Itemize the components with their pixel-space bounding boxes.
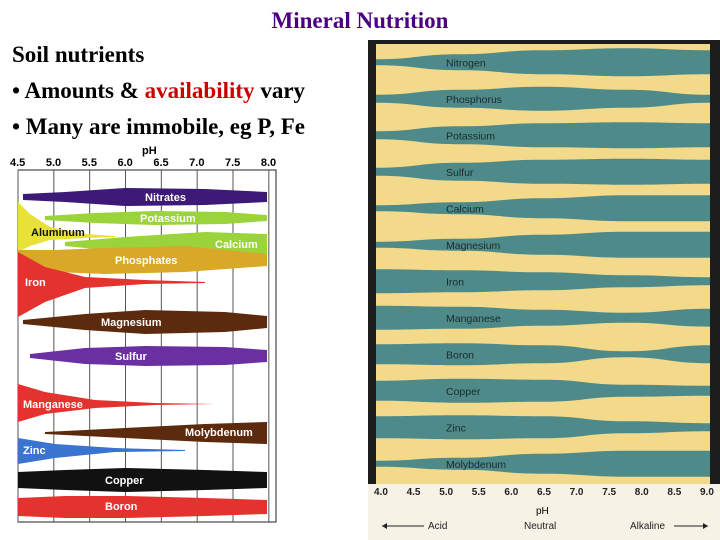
right-band-label-potassium: Potassium — [446, 130, 495, 142]
left-band-zinc — [18, 438, 185, 464]
left-tick-label: 4.5 — [10, 157, 25, 169]
left-band-label-magnesium: Magnesium — [101, 317, 162, 329]
right-tick-label: 4.5 — [407, 487, 421, 498]
left-band-sulfur — [30, 346, 267, 366]
right-tick-label: 5.5 — [472, 487, 486, 498]
right-scale-label-acid: Acid — [428, 521, 447, 532]
right-band-label-copper: Copper — [446, 386, 481, 398]
right-band-label-phosphorus: Phosphorus — [446, 94, 502, 106]
right-band-phosphorus — [376, 86, 710, 111]
left-tick-label: 8.0 — [261, 157, 276, 169]
right-tick-label: 9.0 — [700, 487, 714, 498]
left-band-label-phosphates: Phosphates — [115, 255, 177, 267]
right-availability-diagram: Nitrogen Phosphorus Potassium Sulfur Calcium… — [368, 40, 720, 540]
right-band-label-magnesium: Magnesium — [446, 240, 501, 252]
left-band-nitrates — [23, 188, 267, 206]
left-band-label-manganese: Manganese — [23, 399, 83, 411]
right-plot-area — [376, 44, 710, 484]
right-tick-label: 5.0 — [439, 487, 453, 498]
right-scale-label-alkaline: Alkaline — [630, 521, 665, 532]
slide-title: Mineral Nutrition — [271, 8, 449, 33]
right-band-calcium — [376, 195, 710, 222]
right-band-zinc — [376, 415, 710, 440]
left-band-boron — [18, 496, 267, 518]
right-band-potassium — [376, 122, 710, 149]
right-tick-label: 7.5 — [602, 487, 616, 498]
right-band-label-zinc: Zinc — [446, 422, 466, 434]
bullet-amounts-highlight: availability — [144, 78, 255, 103]
right-band-molybdenum — [376, 450, 710, 477]
left-band-aluminum — [18, 202, 115, 252]
right-band-label-calcium: Calcium — [446, 203, 484, 215]
left-band-label-zinc: Zinc — [23, 445, 46, 457]
left-band-label-nitrates: Nitrates — [145, 192, 186, 204]
right-band-iron — [376, 269, 710, 294]
left-band-phosphates — [18, 246, 267, 274]
right-band-label-sulfur: Sulfur — [446, 167, 474, 179]
right-axis-title: pH — [536, 506, 549, 517]
right-band-boron — [376, 343, 710, 366]
left-band-potassium — [45, 211, 267, 225]
right-axis-area — [368, 484, 720, 540]
left-band-label-aluminum: Aluminum — [31, 227, 85, 239]
right-tick-label: 4.0 — [374, 487, 388, 498]
left-availability-diagram: pH 4.5 5.0 5.5 6.0 6.5 7.0 7.5 8.0 Nitrates Pota… — [5, 142, 290, 527]
left-axis-title: pH — [142, 145, 157, 157]
right-tick-label: 8.5 — [667, 487, 681, 498]
left-band-label-iron: Iron — [25, 277, 46, 289]
left-band-molybdenum — [45, 422, 267, 444]
right-tick-label: 6.0 — [504, 487, 518, 498]
right-band-label-nitrogen: Nitrogen — [446, 57, 486, 69]
left-tick-label: 7.0 — [189, 157, 204, 169]
right-tick-label: 8.0 — [635, 487, 649, 498]
bullet-amounts-prefix: • Amounts & — [12, 78, 145, 103]
left-band-label-calcium: Calcium — [215, 239, 258, 251]
left-tick-label: 5.0 — [46, 157, 61, 169]
right-band-magnesium — [376, 231, 710, 258]
left-tick-label: 5.5 — [82, 157, 97, 169]
heading-soil-nutrients: Soil nutrients — [12, 42, 145, 67]
right-band-manganese — [376, 305, 710, 330]
left-tick-label: 6.0 — [118, 157, 133, 169]
left-band-label-molybdenum: Molybdenum — [185, 427, 253, 439]
left-band-label-sulfur: Sulfur — [115, 351, 147, 363]
right-band-copper — [376, 378, 710, 403]
bullet-amounts-suffix: vary — [254, 78, 306, 103]
left-band-magnesium — [23, 310, 267, 334]
left-band-label-potassium: Potassium — [140, 213, 196, 225]
left-band-iron — [18, 252, 205, 317]
alkaline-arrow-head — [703, 523, 708, 529]
left-band-label-boron: Boron — [105, 501, 138, 513]
bullet-amounts: • Amounts & availability vary — [12, 78, 305, 104]
right-scale-label-neutral: Neutral — [524, 521, 556, 532]
right-tick-label: 6.5 — [537, 487, 551, 498]
right-band-sulfur — [376, 158, 710, 185]
right-band-nitrogen — [376, 48, 710, 77]
right-band-label-manganese: Manganese — [446, 313, 501, 325]
left-tick-label: 6.5 — [153, 157, 168, 169]
right-band-label-iron: Iron — [446, 276, 464, 288]
left-tick-label: 7.5 — [225, 157, 240, 169]
left-band-copper — [18, 468, 267, 492]
right-band-label-boron: Boron — [446, 349, 474, 361]
right-band-label-molybdenum: Molybdenum — [446, 459, 506, 471]
right-tick-label: 7.0 — [570, 487, 584, 498]
left-band-label-copper: Copper — [105, 475, 144, 487]
bullet-immobile: • Many are immobile, eg P, Fe — [12, 114, 305, 139]
acid-arrow-head — [382, 523, 387, 529]
left-band-manganese — [18, 384, 215, 422]
